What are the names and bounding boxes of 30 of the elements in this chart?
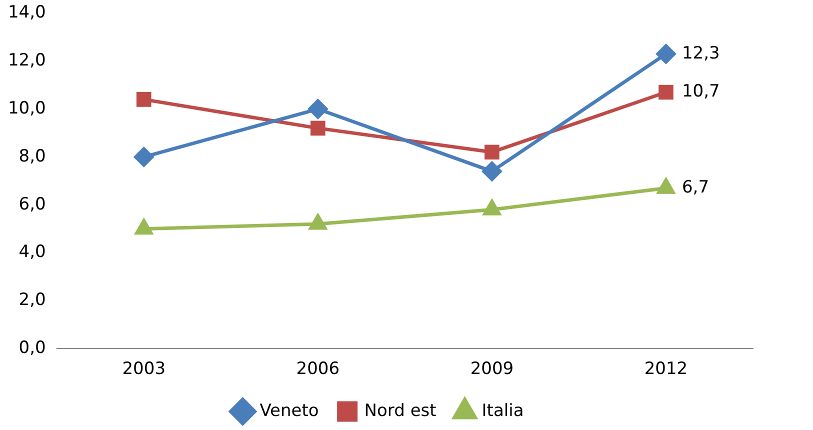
y-tick-label: 8,0 (18, 146, 46, 166)
point (484, 144, 500, 160)
point (658, 84, 674, 100)
y-tick-label: 10,0 (8, 98, 46, 118)
point (308, 99, 328, 119)
data-label: 12,3 (682, 43, 720, 64)
y-tick-label: 4,0 (18, 242, 46, 262)
legend-label: Nord est (364, 400, 437, 421)
y-tick-label: 12,0 (8, 50, 46, 71)
y-tick-label: 6,0 (18, 194, 46, 214)
point (656, 44, 676, 64)
point (309, 214, 327, 230)
point (135, 219, 153, 235)
point (310, 120, 326, 136)
point (483, 200, 501, 216)
point (136, 92, 152, 107)
legend-label: Veneto (260, 400, 319, 421)
data-label: 6,7 (682, 178, 710, 198)
legend-label: Italia (482, 400, 524, 421)
point (482, 162, 502, 182)
data-label: 10,7 (682, 82, 720, 102)
x-tick-label: 2003 (122, 359, 166, 380)
x-tick-label: 2006 (296, 359, 340, 380)
x-tick-label: 2012 (644, 359, 688, 380)
x-tick-label: 2009 (470, 359, 514, 380)
y-tick-label: 0,0 (18, 338, 46, 358)
point (134, 147, 154, 167)
y-tick-label: 14,0 (8, 2, 46, 23)
y-tick-label: 2,0 (18, 290, 46, 310)
point (657, 178, 675, 194)
